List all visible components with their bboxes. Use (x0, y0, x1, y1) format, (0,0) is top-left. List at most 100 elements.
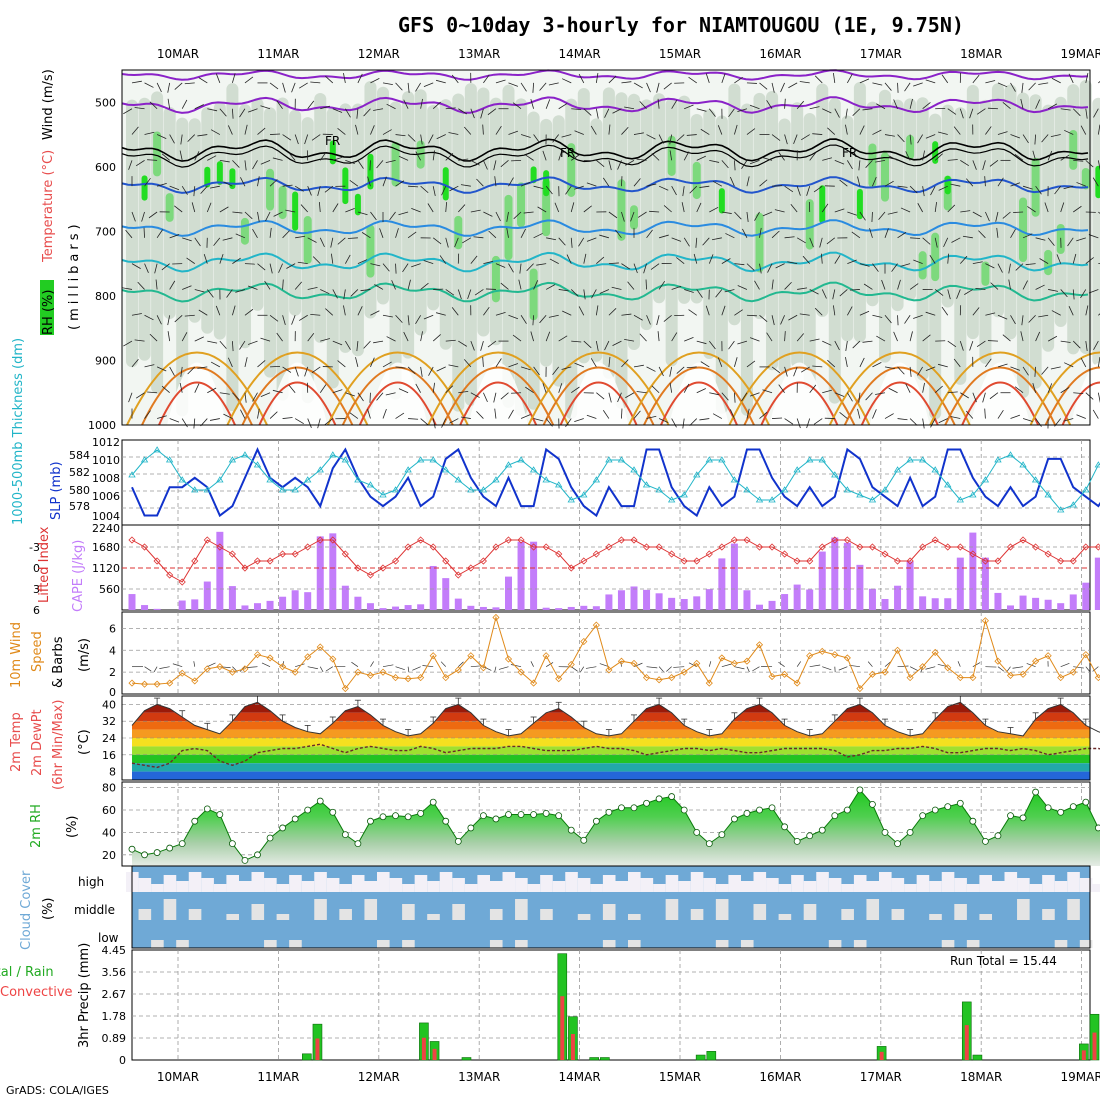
wind-barb (1002, 334, 1011, 342)
wind-barb (552, 134, 560, 143)
wind-barb (370, 125, 375, 135)
wind-barb (307, 286, 318, 290)
wind-barb (1041, 366, 1049, 375)
wind-barb (987, 340, 998, 342)
wind-barb (1041, 134, 1049, 143)
wind-barb (762, 389, 773, 394)
wind-barb (508, 314, 519, 320)
wind-speed-marker (329, 655, 337, 663)
wind-speed-marker (630, 659, 638, 667)
warm-contour (944, 366, 1057, 426)
cape-bar (479, 606, 487, 610)
cape-bar (781, 594, 789, 610)
wind-barb (625, 160, 635, 166)
wind-barb (859, 357, 865, 368)
precip-convective-bar (879, 1051, 884, 1060)
wind-barb (395, 412, 405, 419)
thickness-marker (278, 486, 287, 493)
wind-speed-marker (1006, 671, 1015, 679)
rh-moist (931, 232, 940, 282)
wind-barb (1010, 366, 1021, 371)
rh-marker (919, 812, 927, 819)
wind-barb (696, 108, 707, 112)
wind-barb (658, 366, 664, 377)
wind-barb (402, 263, 409, 273)
rh-shade (979, 99, 992, 364)
thickness-marker (128, 471, 136, 478)
rh-shade (1004, 84, 1017, 340)
rh-legend-swatch (40, 280, 54, 335)
wind-barb (511, 392, 522, 394)
wind-barb (596, 256, 605, 264)
wind-barb (562, 310, 572, 316)
wind-barb (239, 340, 246, 350)
wind-barb (269, 227, 272, 238)
wind-barb (663, 205, 672, 213)
cloud-gap-middle (402, 904, 415, 920)
precip-total-bar (461, 1057, 472, 1061)
wind-barb (156, 134, 167, 139)
cape-bar (730, 543, 738, 610)
wind-barb (937, 363, 948, 368)
wind-barb (495, 358, 502, 368)
wind-barb (272, 389, 283, 394)
wind-barb (1022, 233, 1033, 239)
wind-barb (734, 160, 736, 171)
wind-barb (182, 285, 192, 290)
wind-barb (441, 186, 447, 196)
wind-barb (282, 366, 292, 373)
wind-barb (294, 134, 299, 145)
wind-barb (282, 82, 286, 93)
wind-barb (1021, 82, 1024, 93)
cape-bar (366, 603, 374, 610)
wind-barb (1073, 205, 1082, 213)
lifted-index-marker (417, 536, 425, 544)
wind-barb (232, 73, 236, 84)
wind-barb (257, 263, 266, 271)
wind-barb (862, 108, 873, 111)
wind-barb (149, 333, 158, 342)
cape-bar (442, 578, 450, 610)
wind-barb (651, 153, 660, 161)
wind-barb (207, 340, 218, 344)
wind-barb (500, 282, 509, 290)
wind-barb (1010, 182, 1021, 187)
wind-speed-marker (404, 675, 412, 683)
rh-marker (316, 797, 324, 805)
rh-moist (153, 131, 162, 177)
cape-bar (191, 599, 199, 610)
wind-barb (972, 392, 977, 403)
lifted-index-marker (228, 550, 236, 558)
wind-barb (799, 313, 810, 316)
wind-barb (699, 418, 710, 421)
rh-shade (314, 92, 327, 343)
wind-barb (458, 661, 464, 667)
wind-barb (787, 261, 798, 265)
wind-barb (265, 211, 271, 222)
tick-label: 1010 (92, 454, 120, 467)
lifted-index-marker (893, 557, 902, 565)
wind-speed-marker (919, 663, 927, 671)
wind-barb (1010, 228, 1016, 239)
wind-barb (558, 335, 568, 342)
rh-marker (580, 836, 588, 844)
wind-barb (621, 313, 632, 316)
wind-barb (621, 263, 631, 270)
wind-barb (574, 418, 584, 423)
wind-barb (244, 124, 248, 135)
wind-barb (863, 283, 873, 290)
wind-barb (728, 340, 735, 350)
rh-marker (768, 804, 776, 812)
wind-barb (884, 180, 894, 187)
cape-bar (705, 589, 713, 610)
wind-barb (470, 108, 475, 119)
wind-barb (891, 263, 898, 272)
wind-barb (379, 228, 384, 238)
wind-barb (696, 289, 703, 298)
wind-barb (809, 384, 817, 393)
wind-barb (288, 384, 296, 393)
wind-barb (688, 662, 697, 667)
wind-barb (910, 237, 921, 239)
rh-saturated (342, 167, 349, 205)
wind-barb (972, 662, 981, 667)
